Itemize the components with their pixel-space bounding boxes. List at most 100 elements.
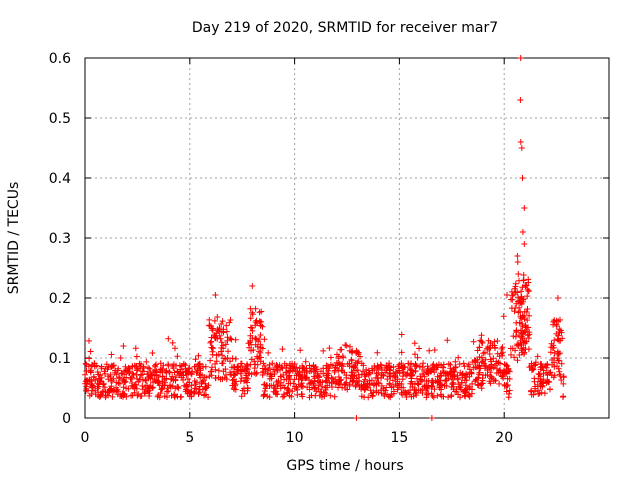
data-point xyxy=(450,373,457,379)
data-point xyxy=(320,370,327,377)
data-point xyxy=(223,322,230,329)
data-point xyxy=(514,342,521,349)
data-point xyxy=(297,347,304,354)
data-point xyxy=(475,381,482,388)
data-point xyxy=(125,364,132,371)
data-point xyxy=(398,331,405,338)
data-point xyxy=(381,392,388,399)
data-point xyxy=(323,391,330,397)
data-point xyxy=(455,354,462,361)
data-point xyxy=(470,338,477,345)
data-point xyxy=(217,335,224,342)
y-tick-label: 0.3 xyxy=(49,231,71,247)
data-point xyxy=(257,332,264,338)
data-point xyxy=(219,352,226,359)
data-point xyxy=(266,394,273,401)
data-point xyxy=(400,373,406,380)
data-point xyxy=(524,293,531,300)
data-point xyxy=(478,359,485,366)
data-point xyxy=(412,361,419,367)
data-point xyxy=(419,390,426,396)
data-point xyxy=(390,364,397,370)
data-point xyxy=(528,387,535,394)
data-point xyxy=(468,369,475,376)
data-point xyxy=(120,376,127,383)
data-point xyxy=(183,372,190,378)
data-point xyxy=(149,350,156,356)
data-point xyxy=(227,358,233,365)
data-point xyxy=(109,377,116,384)
data-point xyxy=(249,311,256,318)
x-tick-label: 20 xyxy=(495,430,513,446)
data-point xyxy=(133,363,140,369)
data-point xyxy=(512,347,519,354)
data-point xyxy=(322,378,329,385)
data-point xyxy=(343,374,350,381)
data-point xyxy=(424,369,431,376)
data-point xyxy=(120,377,127,384)
data-point xyxy=(490,355,497,362)
data-point xyxy=(428,390,435,397)
data-point xyxy=(412,351,418,358)
data-point xyxy=(268,373,275,380)
data-point xyxy=(482,362,489,369)
data-point xyxy=(486,345,493,352)
data-point xyxy=(116,380,123,387)
data-point xyxy=(514,357,521,364)
data-point xyxy=(120,343,127,349)
data-points xyxy=(82,55,567,421)
data-point xyxy=(545,379,552,386)
data-point xyxy=(302,358,309,365)
data-point xyxy=(89,384,96,391)
data-point xyxy=(478,332,485,339)
data-point xyxy=(218,321,225,327)
data-point xyxy=(480,358,486,365)
data-point xyxy=(555,365,562,372)
data-point xyxy=(519,314,526,321)
data-point xyxy=(357,353,363,360)
data-point xyxy=(525,288,532,295)
data-point xyxy=(558,360,565,367)
data-point xyxy=(117,355,124,361)
data-point xyxy=(156,394,163,401)
data-point xyxy=(337,381,344,388)
data-point xyxy=(170,365,177,372)
data-point xyxy=(326,365,333,372)
data-point xyxy=(108,351,115,358)
data-point xyxy=(423,391,430,398)
data-point xyxy=(524,317,531,324)
data-point xyxy=(383,384,390,391)
data-point xyxy=(460,360,467,367)
data-point xyxy=(399,391,406,398)
data-point xyxy=(82,360,89,367)
y-tick-label: 0 xyxy=(62,411,71,427)
data-point xyxy=(159,378,166,385)
data-point xyxy=(457,394,464,401)
data-point xyxy=(232,371,239,378)
data-point xyxy=(428,415,435,421)
data-point xyxy=(492,377,499,384)
data-point xyxy=(244,387,251,394)
x-tick-label: 10 xyxy=(286,430,304,446)
data-point xyxy=(412,368,419,374)
data-point xyxy=(438,372,445,379)
data-point xyxy=(504,292,510,298)
data-point xyxy=(544,378,551,385)
data-point xyxy=(157,360,164,367)
data-point xyxy=(387,370,393,376)
data-point xyxy=(420,360,427,367)
data-point xyxy=(558,377,565,383)
data-point xyxy=(261,381,268,388)
data-point xyxy=(253,369,260,376)
data-point xyxy=(521,205,528,211)
data-point xyxy=(145,385,152,392)
data-point xyxy=(524,332,531,339)
data-point xyxy=(123,374,130,381)
data-point xyxy=(444,337,451,344)
data-point xyxy=(506,375,513,382)
data-point xyxy=(143,377,149,384)
data-point xyxy=(87,369,94,376)
data-point xyxy=(448,393,455,400)
data-point xyxy=(282,369,289,376)
data-point xyxy=(555,332,562,339)
